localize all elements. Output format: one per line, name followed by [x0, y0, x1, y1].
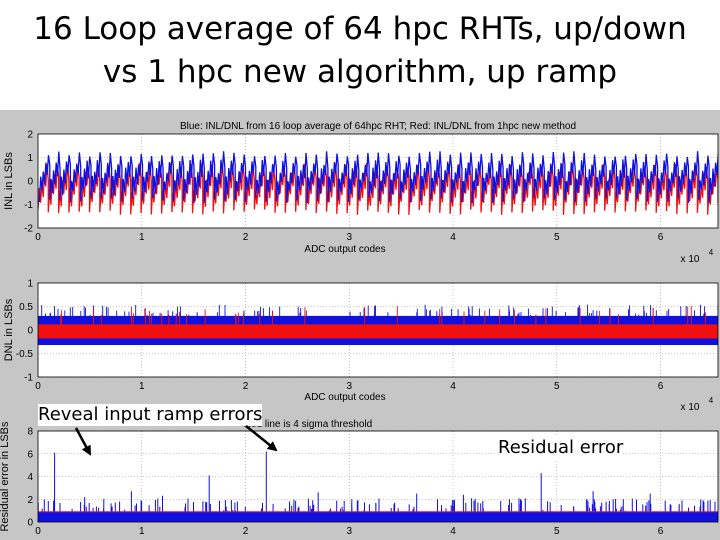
y-tick-label: 1 — [27, 153, 33, 164]
y-tick-label: 0 — [27, 177, 33, 188]
x-tick-label: 1 — [139, 232, 145, 243]
y-tick-label: -0.5 — [16, 349, 34, 360]
x-multiplier-0: x 10 — [681, 254, 700, 265]
x-tick-label: 3 — [346, 381, 352, 392]
x-tick-label: 4 — [450, 526, 456, 537]
y-tick-label: 6 — [27, 449, 33, 460]
series-group-1 — [38, 304, 718, 346]
x-tick-label: 6 — [658, 232, 664, 243]
y-tick-label: 0 — [27, 518, 33, 529]
x-tick-label: 3 — [346, 526, 352, 537]
residual-error-callout: Residual error — [498, 437, 624, 459]
x-tick-label: 2 — [243, 526, 249, 537]
x-tick-label: 3 — [346, 232, 352, 243]
x-tick-label: 4 — [450, 381, 456, 392]
y-tick-label: -2 — [24, 224, 33, 235]
axes-frame-1 — [37, 282, 719, 378]
x-tick-label: 1 — [139, 381, 145, 392]
axes-frame-2 — [37, 430, 719, 523]
slide-title-line-1: 16 Loop average of 64 hpc RHTs, up/down — [33, 11, 687, 47]
x-tick-label: 6 — [658, 526, 664, 537]
series-group-0 — [38, 151, 718, 215]
x-tick-label: 0 — [35, 526, 41, 537]
x-multiplier-exponent-0: 4 — [709, 248, 714, 257]
axes-frame-0 — [37, 133, 719, 229]
y-tick-label: 0.5 — [19, 302, 33, 313]
dnl-blue-spikes — [41, 304, 718, 319]
x-tick-label: 5 — [554, 526, 560, 537]
x-tick-label: 0 — [35, 381, 41, 392]
chart-title-2: Red line is 4 sigma threshold — [244, 419, 372, 430]
x-tick-label: 4 — [450, 232, 456, 243]
y-tick-label: 8 — [27, 427, 33, 438]
chart-title-0: Blue: INL/DNL from 16 loop average of 64… — [180, 121, 576, 132]
inl-red-series — [38, 162, 718, 215]
y-axis-label-1: DNL in LSBs — [3, 298, 15, 361]
y-tick-label: 2 — [27, 495, 33, 506]
y-tick-label: 4 — [27, 472, 33, 483]
y-tick-label: -1 — [24, 200, 33, 211]
dnl-red-spikes — [60, 306, 707, 326]
x-tick-label: 6 — [658, 381, 664, 392]
x-multiplier-exponent-1: 4 — [709, 396, 714, 405]
slide-title-line-2: vs 1 hpc new algorithm, up ramp — [102, 54, 618, 90]
residual-noise-band — [38, 511, 718, 522]
x-tick-label: 0 — [35, 232, 41, 243]
slide-title: 16 Loop average of 64 hpc RHTs, up/down … — [0, 8, 720, 94]
x-tick-label: 2 — [243, 232, 249, 243]
y-tick-label: 1 — [27, 279, 33, 290]
x-tick-label: 2 — [243, 381, 249, 392]
y-axis-label-0: INL in LSBs — [3, 152, 15, 210]
dnl-red-band — [38, 324, 718, 339]
x-axis-label-0: ADC output codes — [304, 244, 385, 255]
x-tick-label: 5 — [554, 381, 560, 392]
y-tick-label: -1 — [24, 373, 33, 384]
y-tick-label: 0 — [27, 326, 33, 337]
x-axis-label-1: ADC output codes — [304, 392, 385, 403]
inl-blue-series — [38, 151, 718, 204]
y-tick-label: 2 — [27, 130, 33, 141]
x-tick-label: 1 — [139, 526, 145, 537]
y-axis-label-2: Residual error in LSBs — [0, 421, 11, 532]
x-multiplier-1: x 10 — [681, 402, 700, 413]
reveal-ramp-errors-callout: Reveal input ramp errors — [38, 404, 263, 426]
x-tick-label: 5 — [554, 232, 560, 243]
